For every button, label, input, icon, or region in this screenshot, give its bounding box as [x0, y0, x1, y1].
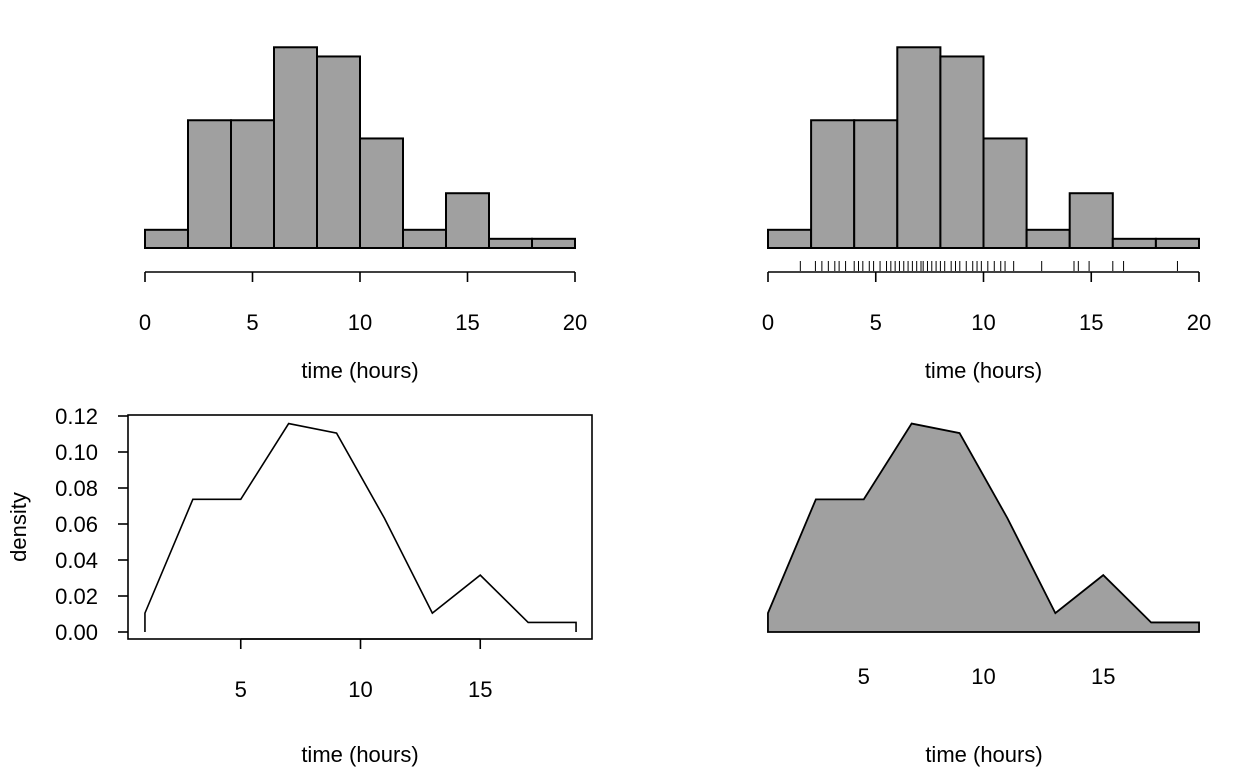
histogram-bar [273, 46, 318, 249]
histogram-bar [896, 46, 942, 249]
histogram-bar [531, 237, 576, 250]
x-tick-label: 5 [870, 310, 882, 335]
x-axis-title: time (hours) [925, 358, 1042, 383]
x-tick-label: 0 [139, 310, 151, 335]
x-tick-label: 15 [1091, 664, 1115, 689]
x-tick-label: 10 [348, 310, 372, 335]
x-tick-label: 20 [563, 310, 587, 335]
y-tick-label: 0.00 [55, 620, 98, 645]
x-tick-label: 15 [1079, 310, 1103, 335]
y-tick-label: 0.04 [55, 548, 98, 573]
series-line [144, 422, 577, 632]
histogram-panel: 0 5 10 15 20 time (hours) [139, 46, 587, 383]
x-tick-label: 10 [348, 677, 372, 702]
frequency-polygon-panel: 5 10 15 0.00 0.02 0.04 0.06 0.08 0.10 0.12 time (h… [6, 404, 593, 767]
histogram-bar [1068, 192, 1114, 250]
x-tick-label: 5 [235, 677, 247, 702]
histogram-bar [230, 119, 275, 249]
histogram-bar [767, 228, 813, 250]
y-tick-label: 0.08 [55, 476, 98, 501]
histogram-bar [939, 55, 985, 250]
x-tick-label: 5 [858, 664, 870, 689]
y-tick-label: 0.06 [55, 512, 98, 537]
histogram-bar [144, 228, 189, 250]
filled-frequency-polygon-panel: 5 10 15 time (hours) [767, 422, 1200, 767]
histogram-bar [488, 237, 533, 250]
x-tick-label: 15 [455, 310, 479, 335]
series-area [767, 422, 1200, 633]
histogram-bar [810, 119, 856, 249]
histogram-bar [853, 119, 899, 249]
plot-frame [127, 414, 593, 640]
histogram-bar [1154, 237, 1201, 250]
histogram-bar [402, 228, 447, 250]
x-tick-label: 10 [971, 664, 995, 689]
histogram-bar [1111, 237, 1157, 250]
y-tick-label: 0.10 [55, 440, 98, 465]
histogram-bar [982, 137, 1028, 250]
x-tick-label: 20 [1187, 310, 1211, 335]
x-axis-title: time (hours) [925, 742, 1042, 767]
y-tick-label: 0.02 [55, 584, 98, 609]
x-axis-title: time (hours) [301, 742, 418, 767]
x-tick-label: 15 [468, 677, 492, 702]
histogram-bar [187, 119, 232, 249]
histogram-bar [445, 192, 490, 250]
x-axis-title: time (hours) [301, 358, 418, 383]
x-tick-label: 5 [246, 310, 258, 335]
x-tick-label: 10 [971, 310, 995, 335]
histogram-with-rug-panel: 0 5 10 15 20 time (hours) [762, 46, 1211, 383]
y-axis-title: density [6, 492, 31, 562]
histogram-bar [1025, 228, 1071, 250]
histogram-bar [316, 55, 361, 250]
histogram-bar [359, 137, 404, 250]
y-tick-label: 0.12 [55, 404, 98, 429]
x-tick-label: 0 [762, 310, 774, 335]
